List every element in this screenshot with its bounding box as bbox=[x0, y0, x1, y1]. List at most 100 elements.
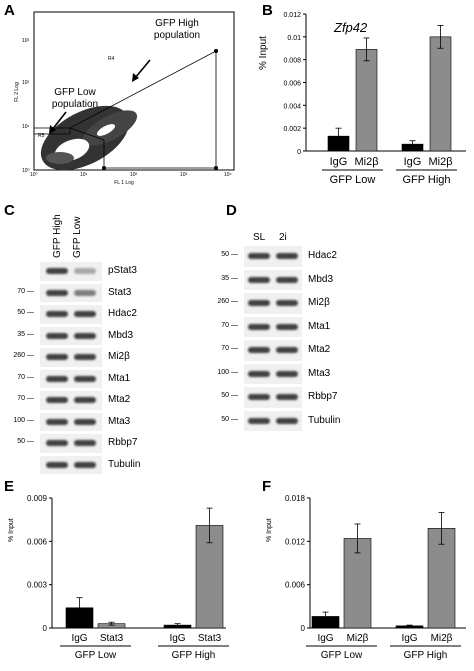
mw-marker: 70 — bbox=[221, 345, 238, 353]
y-tick-label: 0.002 bbox=[283, 126, 301, 133]
mw-marker: 100 — bbox=[13, 416, 34, 424]
blot-strip bbox=[40, 434, 102, 453]
protein-band bbox=[276, 276, 298, 283]
group-label: GFP High bbox=[172, 650, 216, 661]
y-tick-2: 10¹ bbox=[22, 124, 30, 130]
band-label: Mi2β bbox=[108, 351, 130, 363]
blot-strip bbox=[244, 387, 302, 408]
x-tick-1: 10⁰ bbox=[30, 172, 38, 178]
blot-strip bbox=[244, 340, 302, 361]
protein-band bbox=[74, 311, 96, 318]
mw-marker: 260 — bbox=[217, 298, 238, 306]
protein-band bbox=[248, 323, 270, 330]
gate-r4-label: R4 bbox=[108, 56, 115, 62]
band-label: Stat3 bbox=[108, 286, 132, 298]
flow-cytometry-plot: 10⁰ 10¹ 10² 10³ 10⁴ 10⁰ 10¹ 10² 10³ FL 1… bbox=[14, 11, 235, 186]
y-tick-label: 0.006 bbox=[27, 537, 48, 546]
y-tick-label: 0 bbox=[301, 624, 306, 633]
mw-marker: 70 — bbox=[17, 373, 34, 381]
y-tick-label: 0.008 bbox=[283, 58, 301, 65]
protein-band bbox=[248, 347, 270, 354]
category-label: Stat3 bbox=[100, 633, 124, 644]
cell-scatter-cloud bbox=[40, 105, 138, 171]
mw-marker: 50 — bbox=[221, 392, 238, 400]
protein-band bbox=[74, 461, 96, 468]
protein-band bbox=[74, 375, 96, 382]
band-label: Tubulin bbox=[308, 414, 341, 426]
y-axis-label: FL 2 Log bbox=[14, 82, 20, 102]
category-label: Stat3 bbox=[198, 633, 222, 644]
panel-a-letter: A bbox=[4, 2, 15, 19]
protein-band bbox=[74, 418, 96, 425]
bar bbox=[429, 36, 452, 152]
mw-marker: 100 — bbox=[217, 368, 238, 376]
y-tick-label: 0.012 bbox=[285, 537, 306, 546]
band-label: pStat3 bbox=[108, 265, 137, 277]
protein-band bbox=[276, 347, 298, 354]
lane-label-2i: 2i bbox=[279, 232, 287, 243]
mw-marker: 260 — bbox=[13, 352, 34, 360]
y-tick-label: 0.006 bbox=[285, 581, 306, 590]
protein-band bbox=[46, 461, 68, 468]
blot-strip bbox=[40, 326, 102, 345]
chart-e-plot: 0 0.003 0.006 0.009 IgG Stat3 IgG Stat3 GFP Low G… bbox=[27, 494, 229, 661]
protein-band bbox=[248, 276, 270, 283]
y-tick-label: 0.01 bbox=[287, 35, 301, 42]
protein-band bbox=[248, 253, 270, 260]
protein-band bbox=[276, 323, 298, 330]
category-label: IgG bbox=[401, 633, 417, 644]
category-label: IgG bbox=[169, 633, 185, 644]
chart-f-plot: 0 0.006 0.012 0.018 IgG Mi2β IgG Mi2β GFP Low GFP… bbox=[285, 494, 466, 661]
mw-marker: 70 — bbox=[17, 395, 34, 403]
y-tick-label: 0.006 bbox=[283, 81, 301, 88]
x-tick-3: 10² bbox=[130, 172, 138, 178]
chart-b-plot: 0 0.002 0.004 0.006 0.008 0.01 0.012 IgG Mi2β IgG… bbox=[283, 12, 466, 186]
protein-band bbox=[276, 370, 298, 377]
band-label: Mta2 bbox=[308, 344, 331, 356]
band-label: Hdac2 bbox=[308, 250, 337, 262]
protein-band bbox=[46, 354, 68, 361]
panel-d-letter: D bbox=[226, 202, 237, 219]
protein-band bbox=[276, 253, 298, 260]
band-label: Mbd3 bbox=[108, 329, 134, 341]
group-label: GFP Low bbox=[330, 174, 376, 186]
y-tick-label: 0.003 bbox=[27, 581, 48, 590]
y-tick-label: 0.012 bbox=[283, 12, 301, 19]
mw-marker: 50 — bbox=[221, 251, 238, 259]
category-label: Mi2β bbox=[428, 156, 452, 168]
band-label: Rbbp7 bbox=[108, 437, 138, 449]
mw-marker: 50 — bbox=[17, 438, 34, 446]
mw-marker: 35 — bbox=[17, 330, 34, 338]
protein-band bbox=[74, 397, 96, 404]
band-label: Tubulin bbox=[108, 458, 141, 470]
panel-f-letter: F bbox=[262, 478, 272, 495]
category-label: IgG bbox=[317, 633, 333, 644]
y-tick-label: 0.018 bbox=[285, 494, 306, 503]
protein-band bbox=[46, 375, 68, 382]
group-label: GFP Low bbox=[75, 650, 117, 661]
lane-label-sl: SL bbox=[253, 232, 266, 243]
y-tick-4: 10³ bbox=[22, 38, 30, 44]
blot-strip bbox=[244, 363, 302, 384]
mw-marker: 50 — bbox=[17, 309, 34, 317]
y-tick-label: 0.004 bbox=[283, 103, 301, 110]
band-label: Mi2β bbox=[308, 297, 330, 309]
category-label: Mi2β bbox=[431, 633, 453, 644]
mw-marker: 50 — bbox=[221, 415, 238, 423]
category-label: IgG bbox=[330, 156, 348, 168]
protein-band bbox=[276, 394, 298, 401]
blot-strip bbox=[40, 262, 102, 281]
arrow-gfp-low bbox=[51, 111, 67, 131]
protein-band bbox=[74, 332, 96, 339]
bar bbox=[343, 538, 372, 629]
panel-c-letter: C bbox=[4, 202, 15, 219]
x-axis-label: FL 1 Log bbox=[114, 180, 134, 186]
lane-label-gfp-high: GFP High bbox=[52, 214, 63, 258]
blot-strip bbox=[40, 455, 102, 474]
band-label: Mta1 bbox=[308, 320, 331, 332]
protein-band bbox=[46, 268, 68, 275]
protein-band bbox=[74, 354, 96, 361]
x-tick-2: 10¹ bbox=[80, 172, 88, 178]
chart-b: 0 0.002 0.004 0.006 0.008 0.01 0.012 IgG Mi2β IgG… bbox=[283, 12, 466, 186]
group-label: GFP Low bbox=[321, 650, 363, 661]
